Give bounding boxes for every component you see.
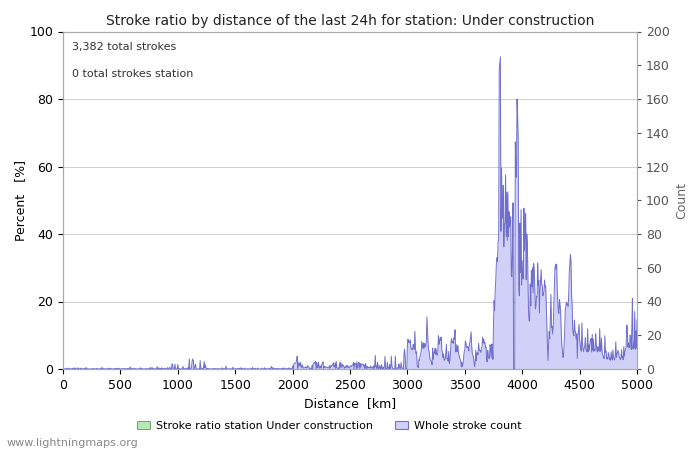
Y-axis label: Count: Count (676, 182, 689, 219)
Text: www.lightningmaps.org: www.lightningmaps.org (7, 438, 139, 448)
Y-axis label: Percent   [%]: Percent [%] (13, 160, 27, 241)
Text: 3,382 total strokes: 3,382 total strokes (71, 42, 176, 52)
Text: 0 total strokes station: 0 total strokes station (71, 68, 193, 79)
X-axis label: Distance  [km]: Distance [km] (304, 397, 396, 410)
Legend: Stroke ratio station Under construction, Whole stroke count: Stroke ratio station Under construction,… (132, 417, 526, 436)
Title: Stroke ratio by distance of the last 24h for station: Under construction: Stroke ratio by distance of the last 24h… (106, 14, 594, 27)
